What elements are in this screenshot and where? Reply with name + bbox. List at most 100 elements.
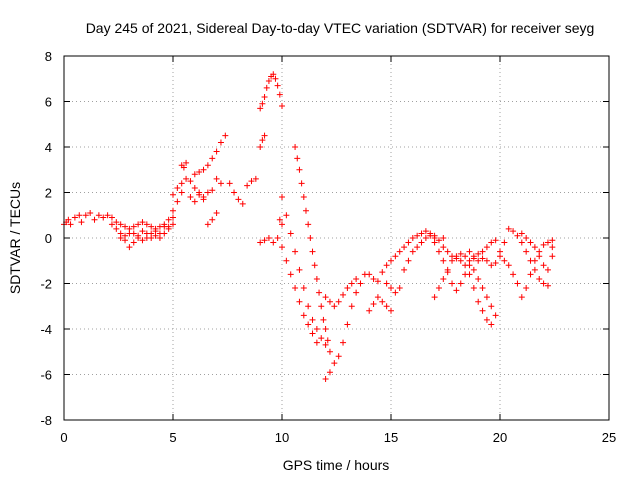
data-point <box>272 75 279 82</box>
data-point <box>191 171 198 178</box>
data-point <box>117 235 124 241</box>
data-point <box>374 278 381 285</box>
data-point <box>298 180 305 187</box>
grid-lines <box>64 56 609 420</box>
data-point <box>488 262 495 269</box>
data-point <box>523 248 530 255</box>
series-recovery <box>366 228 438 285</box>
data-point <box>196 169 203 176</box>
data-point <box>209 155 216 162</box>
data-point <box>388 257 394 264</box>
data-point <box>405 239 412 246</box>
data-point <box>152 228 159 235</box>
data-point <box>488 239 495 246</box>
data-point <box>122 223 129 230</box>
axis-ticks: 0 5 10 15 20 25 -8 -6 -4 -2 0 2 4 6 8 <box>40 49 616 445</box>
data-point <box>326 369 333 376</box>
data-point <box>536 275 543 282</box>
data-point <box>156 223 163 230</box>
series-trough-b <box>322 275 394 314</box>
data-point <box>322 326 329 332</box>
series-trough <box>322 271 368 383</box>
data-point <box>505 262 512 269</box>
data-point <box>307 235 314 241</box>
data-point <box>409 248 416 255</box>
y-tick-label: 0 <box>45 231 52 246</box>
data-point <box>174 198 181 205</box>
data-point <box>126 244 133 251</box>
data-point <box>108 214 115 221</box>
data-point <box>178 189 185 196</box>
data-point <box>396 285 403 292</box>
y-tick-label: -4 <box>40 322 52 337</box>
series-peak <box>257 71 285 150</box>
data-point <box>466 271 473 278</box>
data-point <box>514 280 521 287</box>
data-point <box>392 289 399 296</box>
data-point <box>294 155 301 162</box>
data-point <box>117 221 124 228</box>
data-point <box>418 230 425 237</box>
data-point <box>514 232 521 239</box>
data-points <box>61 71 556 383</box>
data-point <box>501 239 508 246</box>
data-point <box>292 144 299 150</box>
data-point <box>122 232 129 239</box>
data-point <box>279 221 285 228</box>
data-point <box>248 178 255 185</box>
data-point <box>536 253 543 260</box>
x-tick-label: 0 <box>60 430 67 445</box>
data-point <box>296 266 303 273</box>
data-point <box>396 248 403 255</box>
data-point <box>440 235 447 241</box>
data-point <box>440 275 447 282</box>
data-point <box>488 321 495 328</box>
data-point <box>518 230 525 237</box>
x-tick-label: 10 <box>275 430 289 445</box>
data-point <box>462 253 469 260</box>
data-point <box>231 189 238 196</box>
data-point <box>322 294 329 301</box>
data-point <box>335 298 342 305</box>
data-point <box>353 275 360 282</box>
data-point <box>348 280 355 287</box>
y-tick-label: -2 <box>40 277 52 292</box>
data-point <box>78 219 85 226</box>
data-point <box>91 216 98 223</box>
data-point <box>326 298 333 305</box>
series-late-b <box>497 237 556 301</box>
series-late <box>466 225 551 289</box>
series-morning-c <box>187 175 259 228</box>
data-point <box>191 184 198 191</box>
data-point <box>265 78 272 85</box>
data-point <box>213 175 220 182</box>
y-tick-label: 6 <box>45 95 52 110</box>
data-point <box>366 271 373 278</box>
data-point <box>204 162 211 169</box>
data-point <box>259 100 266 107</box>
data-point <box>479 255 486 262</box>
data-point <box>95 212 102 219</box>
plot-frame <box>63 55 610 421</box>
data-point <box>383 303 390 310</box>
data-point <box>527 271 534 278</box>
data-point <box>200 166 207 173</box>
data-point <box>270 71 277 78</box>
data-point <box>449 280 456 287</box>
data-point <box>510 271 517 278</box>
series-evening-c <box>431 250 499 319</box>
data-point <box>213 209 220 216</box>
data-point <box>204 189 211 196</box>
data-point <box>130 239 137 246</box>
data-point <box>475 250 482 257</box>
data-point <box>213 148 220 155</box>
data-point <box>178 180 185 187</box>
data-point <box>326 348 333 355</box>
data-point <box>139 219 146 226</box>
data-point <box>449 257 456 264</box>
data-point <box>510 228 517 235</box>
data-point <box>244 182 251 189</box>
data-point <box>67 221 74 228</box>
data-point <box>130 230 137 237</box>
data-point <box>313 275 320 282</box>
